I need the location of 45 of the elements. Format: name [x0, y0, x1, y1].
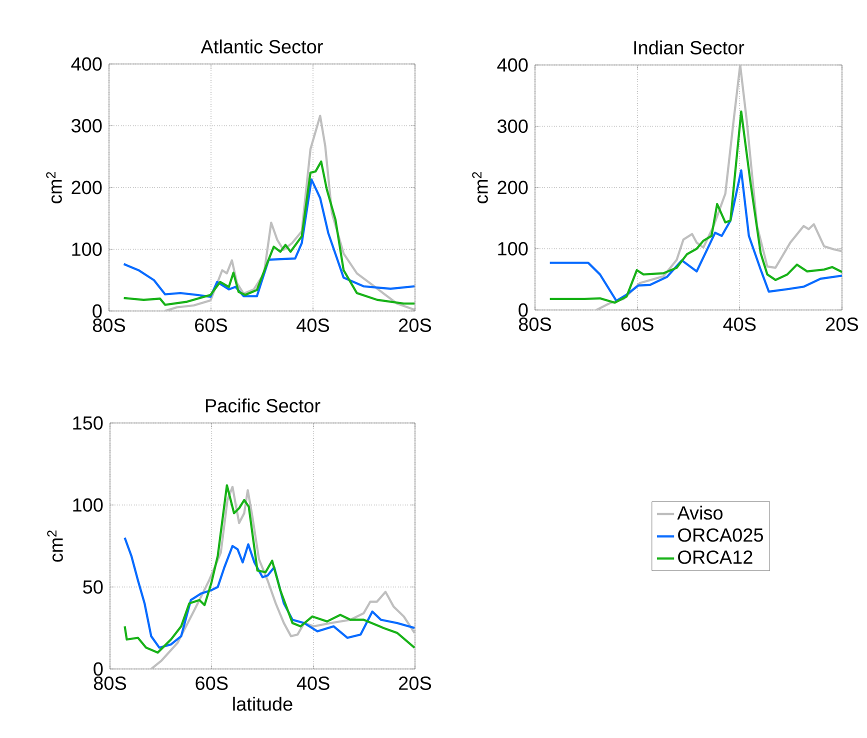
x-tick-label: 60S: [621, 318, 654, 331]
x-tick-label: 60S: [196, 676, 228, 690]
y-tick-label: 200: [72, 180, 102, 194]
y-tick-label: 0: [92, 304, 102, 318]
x-axis-title: latitude: [233, 696, 292, 711]
line-series: [124, 536, 416, 649]
y-tick-label: 100: [73, 498, 103, 512]
y-tick-label: 300: [71, 119, 102, 132]
y-tick-label: 300: [497, 120, 528, 133]
chart-title: Indian Sector: [634, 40, 744, 54]
chart-title: Pacific Sector: [206, 398, 320, 412]
legend-label: Aviso: [677, 506, 723, 520]
line-series: [122, 178, 416, 298]
legend-label: ORCA12: [678, 550, 752, 564]
line-series: [124, 484, 416, 654]
y-tick-label: 400: [71, 57, 102, 71]
line-series: [150, 486, 416, 669]
y-axis-title: cm$^{2}$: [47, 530, 63, 562]
line-series: [122, 160, 416, 306]
x-tick-label: 20S: [399, 318, 432, 332]
y-axis-title: cm$^{2}$: [472, 172, 488, 204]
x-tick-label: 80S: [518, 318, 552, 331]
x-tick-label: 40S: [296, 676, 330, 690]
y-tick-label: 100: [72, 242, 102, 256]
x-tick-label: 40S: [723, 318, 756, 331]
x-tick-label: 20S: [399, 676, 432, 690]
x-tick-label: 60S: [195, 318, 228, 332]
y-tick-label: 400: [497, 58, 528, 72]
chart-title: Atlantic Sector: [200, 40, 323, 54]
y-tick-label: 150: [73, 416, 103, 430]
x-tick-label: 80S: [92, 318, 126, 332]
x-tick-label: 40S: [296, 318, 330, 332]
y-axis-title: cm$^{2}$: [46, 172, 62, 204]
y-tick-label: 50: [83, 580, 103, 594]
line-series: [548, 169, 842, 302]
x-tick-label: 80S: [94, 676, 126, 690]
y-tick-label: 0: [518, 303, 528, 317]
x-tick-label: 20S: [826, 318, 858, 331]
y-tick-label: 200: [498, 180, 528, 194]
y-tick-label: 100: [498, 242, 528, 256]
line-series: [548, 110, 842, 304]
legend-label: ORCA025: [678, 528, 763, 542]
y-tick-label: 0: [94, 662, 103, 676]
line-series: [595, 64, 842, 310]
line-series: [164, 114, 416, 311]
